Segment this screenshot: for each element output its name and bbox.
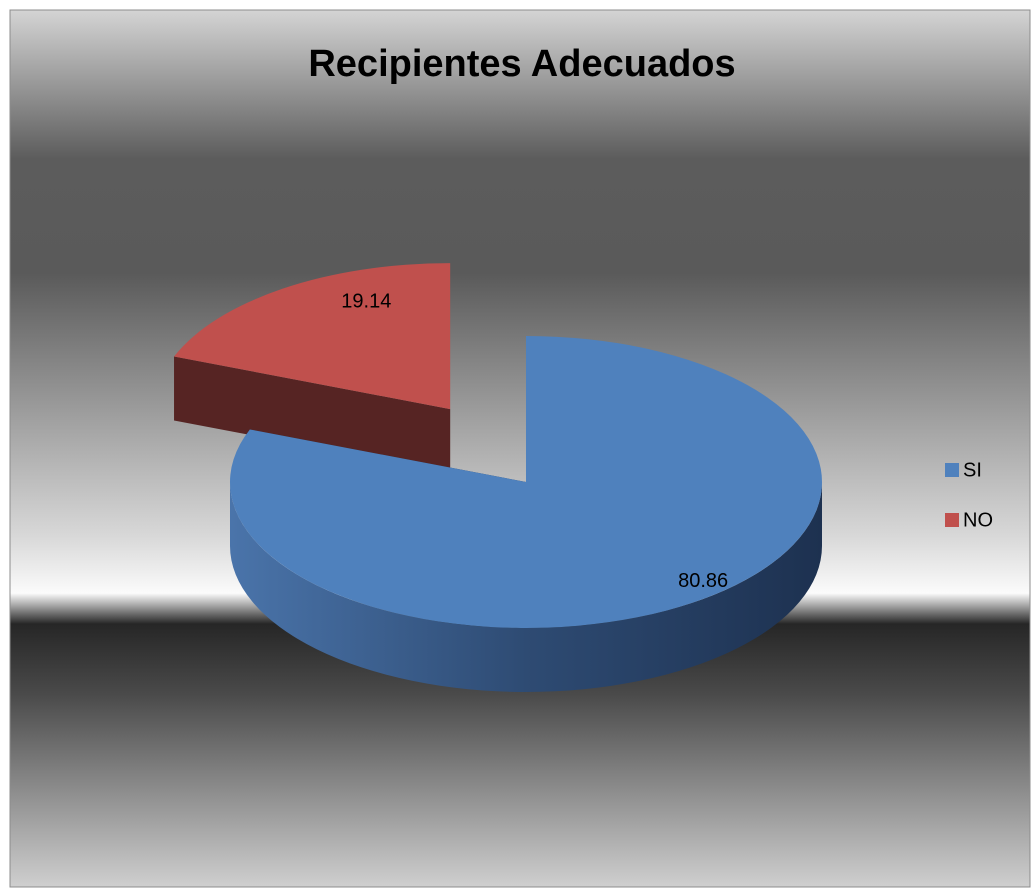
pie-slice-side: [230, 482, 822, 692]
legend-swatch: [945, 513, 959, 527]
pie-slice: [229, 336, 823, 628]
data-label: 80.86: [678, 570, 728, 592]
pie-slice: [174, 263, 451, 410]
data-label: 19.14: [341, 290, 391, 312]
legend-label: SI: [963, 459, 982, 481]
chart-title: Recipientes Adecuados: [308, 43, 735, 85]
chart-area: [9, 9, 1031, 888]
legend-label: NO: [963, 509, 993, 531]
legend-swatch: [945, 463, 959, 477]
pie-slice-face: [174, 356, 451, 474]
